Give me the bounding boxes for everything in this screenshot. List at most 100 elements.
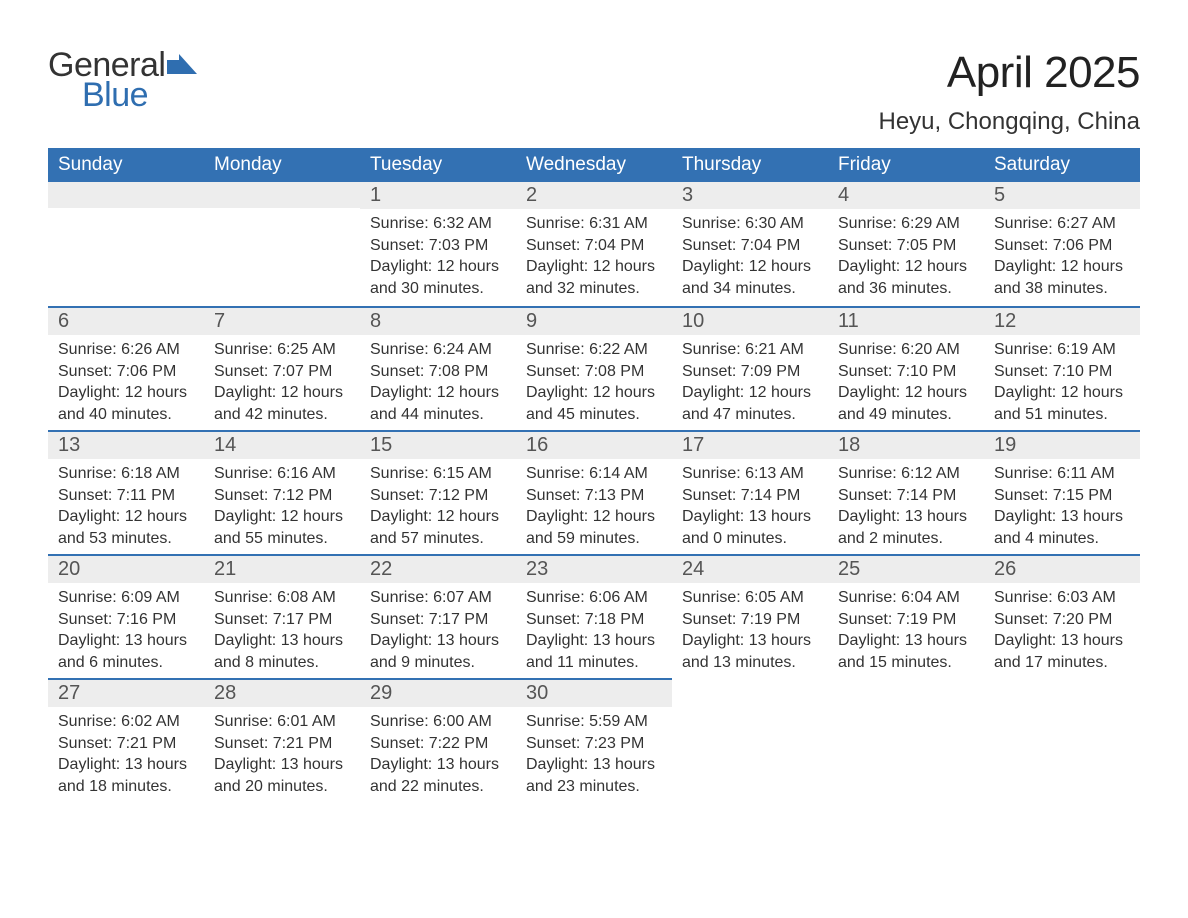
day-number: 16: [516, 430, 672, 459]
sunrise-line: Sunrise: 6:14 AM: [526, 463, 662, 485]
daylight-line: Daylight: 12 hours and 30 minutes.: [370, 256, 506, 299]
calendar-day-cell: 30Sunrise: 5:59 AMSunset: 7:23 PMDayligh…: [516, 678, 672, 802]
calendar-day-cell: 9Sunrise: 6:22 AMSunset: 7:08 PMDaylight…: [516, 306, 672, 430]
weekday-header: Thursday: [672, 148, 828, 182]
weekday-header-row: SundayMondayTuesdayWednesdayThursdayFrid…: [48, 148, 1140, 182]
sunset-line: Sunset: 7:19 PM: [838, 609, 974, 631]
daylight-line: Daylight: 13 hours and 6 minutes.: [58, 630, 194, 673]
day-details: Sunrise: 6:01 AMSunset: 7:21 PMDaylight:…: [204, 707, 360, 797]
sunrise-line: Sunrise: 6:09 AM: [58, 587, 194, 609]
day-number: 22: [360, 554, 516, 583]
daylight-line: Daylight: 12 hours and 49 minutes.: [838, 382, 974, 425]
day-number: 9: [516, 306, 672, 335]
daylight-line: Daylight: 12 hours and 59 minutes.: [526, 506, 662, 549]
sunrise-line: Sunrise: 6:31 AM: [526, 213, 662, 235]
day-number: 3: [672, 182, 828, 209]
calendar-day-cell: 18Sunrise: 6:12 AMSunset: 7:14 PMDayligh…: [828, 430, 984, 554]
daylight-line: Daylight: 13 hours and 20 minutes.: [214, 754, 350, 797]
sunrise-line: Sunrise: 6:11 AM: [994, 463, 1130, 485]
day-details: Sunrise: 6:06 AMSunset: 7:18 PMDaylight:…: [516, 583, 672, 673]
sunrise-line: Sunrise: 6:27 AM: [994, 213, 1130, 235]
day-details: Sunrise: 6:26 AMSunset: 7:06 PMDaylight:…: [48, 335, 204, 425]
sunrise-line: Sunrise: 6:21 AM: [682, 339, 818, 361]
daylight-line: Daylight: 12 hours and 45 minutes.: [526, 382, 662, 425]
daylight-line: Daylight: 13 hours and 15 minutes.: [838, 630, 974, 673]
sunset-line: Sunset: 7:10 PM: [838, 361, 974, 383]
calendar-day-cell: 25Sunrise: 6:04 AMSunset: 7:19 PMDayligh…: [828, 554, 984, 678]
daylight-line: Daylight: 12 hours and 53 minutes.: [58, 506, 194, 549]
daylight-line: Daylight: 12 hours and 36 minutes.: [838, 256, 974, 299]
location-label: Heyu, Chongqing, China: [878, 108, 1140, 136]
sunset-line: Sunset: 7:16 PM: [58, 609, 194, 631]
daylight-line: Daylight: 13 hours and 8 minutes.: [214, 630, 350, 673]
sunset-line: Sunset: 7:13 PM: [526, 485, 662, 507]
calendar-day-cell: [204, 182, 360, 306]
weekday-header: Saturday: [984, 148, 1140, 182]
sunrise-line: Sunrise: 6:24 AM: [370, 339, 506, 361]
day-number: 4: [828, 182, 984, 209]
sunrise-line: Sunrise: 5:59 AM: [526, 711, 662, 733]
weekday-header: Monday: [204, 148, 360, 182]
sunrise-line: Sunrise: 6:29 AM: [838, 213, 974, 235]
day-details: Sunrise: 6:11 AMSunset: 7:15 PMDaylight:…: [984, 459, 1140, 549]
day-details: Sunrise: 6:32 AMSunset: 7:03 PMDaylight:…: [360, 209, 516, 299]
sunrise-line: Sunrise: 6:15 AM: [370, 463, 506, 485]
sunrise-line: Sunrise: 6:06 AM: [526, 587, 662, 609]
brand-logo: General Blue: [48, 48, 197, 112]
day-details: Sunrise: 6:14 AMSunset: 7:13 PMDaylight:…: [516, 459, 672, 549]
day-number: 30: [516, 678, 672, 707]
day-details: Sunrise: 6:27 AMSunset: 7:06 PMDaylight:…: [984, 209, 1140, 299]
daylight-line: Daylight: 12 hours and 40 minutes.: [58, 382, 194, 425]
calendar-day-cell: 5Sunrise: 6:27 AMSunset: 7:06 PMDaylight…: [984, 182, 1140, 306]
calendar-day-cell: 12Sunrise: 6:19 AMSunset: 7:10 PMDayligh…: [984, 306, 1140, 430]
calendar-week-row: 20Sunrise: 6:09 AMSunset: 7:16 PMDayligh…: [48, 554, 1140, 678]
sunset-line: Sunset: 7:06 PM: [994, 235, 1130, 257]
sunrise-line: Sunrise: 6:12 AM: [838, 463, 974, 485]
sunset-line: Sunset: 7:17 PM: [214, 609, 350, 631]
sunset-line: Sunset: 7:18 PM: [526, 609, 662, 631]
daylight-line: Daylight: 13 hours and 22 minutes.: [370, 754, 506, 797]
calendar-day-cell: 15Sunrise: 6:15 AMSunset: 7:12 PMDayligh…: [360, 430, 516, 554]
sunset-line: Sunset: 7:19 PM: [682, 609, 818, 631]
sunset-line: Sunset: 7:12 PM: [214, 485, 350, 507]
sunset-line: Sunset: 7:21 PM: [58, 733, 194, 755]
calendar-day-cell: 16Sunrise: 6:14 AMSunset: 7:13 PMDayligh…: [516, 430, 672, 554]
calendar-day-cell: [984, 678, 1140, 802]
daylight-line: Daylight: 12 hours and 44 minutes.: [370, 382, 506, 425]
calendar-day-cell: 6Sunrise: 6:26 AMSunset: 7:06 PMDaylight…: [48, 306, 204, 430]
empty-day: [48, 182, 204, 208]
sunrise-line: Sunrise: 6:32 AM: [370, 213, 506, 235]
day-details: Sunrise: 6:08 AMSunset: 7:17 PMDaylight:…: [204, 583, 360, 673]
sunset-line: Sunset: 7:08 PM: [526, 361, 662, 383]
calendar-day-cell: 4Sunrise: 6:29 AMSunset: 7:05 PMDaylight…: [828, 182, 984, 306]
day-details: Sunrise: 6:31 AMSunset: 7:04 PMDaylight:…: [516, 209, 672, 299]
day-number: 10: [672, 306, 828, 335]
sunset-line: Sunset: 7:07 PM: [214, 361, 350, 383]
sunrise-line: Sunrise: 6:00 AM: [370, 711, 506, 733]
day-number: 12: [984, 306, 1140, 335]
empty-day: [204, 182, 360, 208]
sunset-line: Sunset: 7:22 PM: [370, 733, 506, 755]
daylight-line: Daylight: 13 hours and 0 minutes.: [682, 506, 818, 549]
sunrise-line: Sunrise: 6:03 AM: [994, 587, 1130, 609]
calendar-day-cell: 1Sunrise: 6:32 AMSunset: 7:03 PMDaylight…: [360, 182, 516, 306]
calendar-day-cell: 21Sunrise: 6:08 AMSunset: 7:17 PMDayligh…: [204, 554, 360, 678]
day-number: 23: [516, 554, 672, 583]
calendar-day-cell: [48, 182, 204, 306]
day-details: Sunrise: 6:02 AMSunset: 7:21 PMDaylight:…: [48, 707, 204, 797]
calendar-day-cell: 7Sunrise: 6:25 AMSunset: 7:07 PMDaylight…: [204, 306, 360, 430]
day-details: Sunrise: 6:07 AMSunset: 7:17 PMDaylight:…: [360, 583, 516, 673]
daylight-line: Daylight: 13 hours and 11 minutes.: [526, 630, 662, 673]
daylight-line: Daylight: 13 hours and 2 minutes.: [838, 506, 974, 549]
daylight-line: Daylight: 12 hours and 47 minutes.: [682, 382, 818, 425]
day-details: Sunrise: 6:03 AMSunset: 7:20 PMDaylight:…: [984, 583, 1140, 673]
calendar-day-cell: 3Sunrise: 6:30 AMSunset: 7:04 PMDaylight…: [672, 182, 828, 306]
day-details: Sunrise: 6:04 AMSunset: 7:19 PMDaylight:…: [828, 583, 984, 673]
header: General Blue April 2025 Heyu, Chongqing,…: [48, 48, 1140, 136]
day-number: 7: [204, 306, 360, 335]
daylight-line: Daylight: 12 hours and 34 minutes.: [682, 256, 818, 299]
sunrise-line: Sunrise: 6:25 AM: [214, 339, 350, 361]
day-details: Sunrise: 6:05 AMSunset: 7:19 PMDaylight:…: [672, 583, 828, 673]
weekday-header: Wednesday: [516, 148, 672, 182]
sunrise-line: Sunrise: 6:08 AM: [214, 587, 350, 609]
